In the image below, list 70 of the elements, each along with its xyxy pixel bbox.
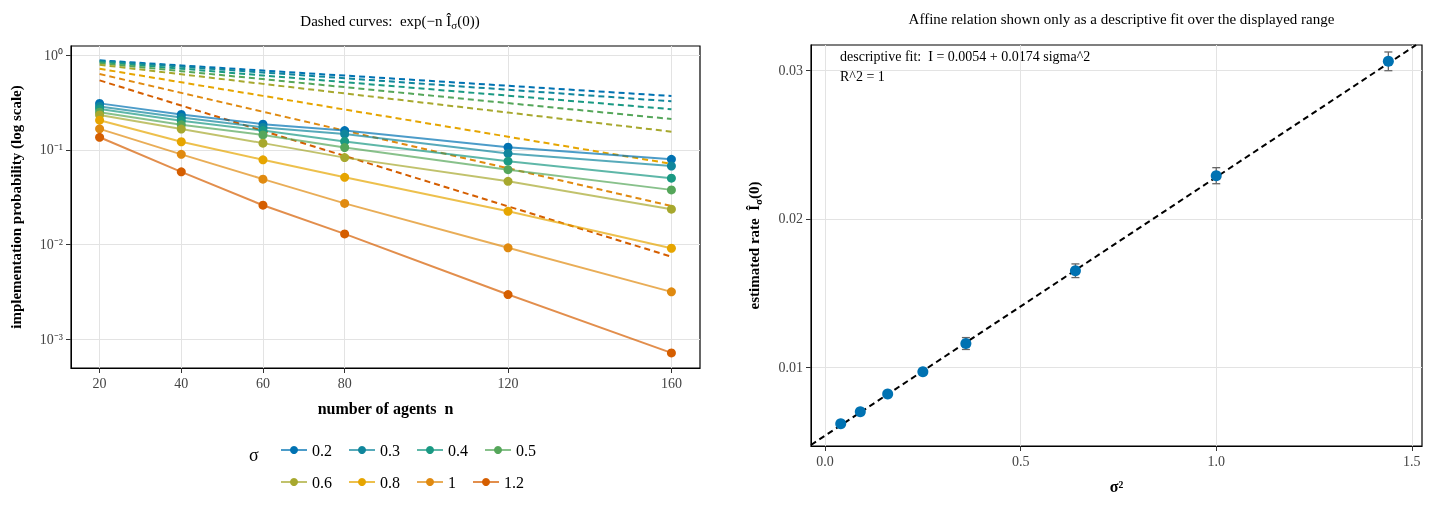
legend-label: 1.2 — [504, 473, 524, 491]
point — [340, 153, 350, 163]
point — [340, 198, 350, 208]
x-tick-label: 20 — [92, 375, 107, 391]
point — [666, 173, 676, 183]
point — [258, 130, 268, 140]
point — [503, 148, 513, 158]
point — [258, 138, 268, 148]
annotation: descriptive fit: I = 0.0054 + 0.0174 sigma^2 — [840, 48, 1091, 64]
legend-label: 0.2 — [312, 441, 332, 459]
point — [258, 155, 268, 165]
legend-label: 0.4 — [448, 441, 468, 459]
point — [1382, 55, 1394, 67]
y-tick-label: 0.01 — [778, 359, 803, 375]
line-series — [98, 63, 673, 133]
point — [503, 156, 513, 166]
legend-title: σ — [249, 445, 259, 465]
chart-title: Affine relation shown only as a descriptive fit over the displayed range — [908, 10, 1335, 27]
x-tick-label: 0.0 — [816, 453, 834, 469]
point — [882, 388, 894, 400]
y-axis-title: implementation probability (log scale) — [7, 85, 25, 329]
legend-label: 0.8 — [380, 473, 400, 491]
point — [176, 124, 186, 134]
point — [340, 143, 350, 153]
line-series — [98, 60, 673, 111]
point — [95, 132, 105, 142]
annotation: R^2 = 1 — [840, 68, 885, 84]
legend-label: 0.3 — [380, 441, 400, 459]
point — [503, 165, 513, 175]
point — [666, 185, 676, 195]
x-axis-title: σ² — [1109, 477, 1124, 495]
x-tick-label: 60 — [255, 375, 270, 391]
y-tick-label: 0.03 — [778, 62, 803, 78]
point — [340, 229, 350, 239]
x-axis-title: number of agents n — [317, 399, 454, 418]
point — [95, 115, 105, 125]
point — [95, 124, 105, 134]
legend-label: 1 — [448, 473, 456, 491]
point — [666, 243, 676, 253]
x-tick-label: 40 — [174, 375, 189, 391]
line-series — [98, 62, 673, 121]
y-tick-label: 10⁻² — [39, 237, 63, 253]
point — [176, 137, 186, 147]
y-tick-label: 10⁻¹ — [39, 142, 63, 158]
y-tick-label: 10⁻³ — [39, 331, 63, 347]
x-tick-label: 1.5 — [1403, 453, 1421, 469]
point — [666, 161, 676, 171]
x-tick-label: 160 — [660, 375, 682, 391]
point — [176, 167, 186, 177]
point — [835, 418, 847, 430]
point — [503, 176, 513, 186]
x-tick-label: 1.0 — [1207, 453, 1225, 469]
point — [917, 366, 929, 378]
legend-label: 0.6 — [312, 473, 332, 491]
point — [258, 174, 268, 184]
x-tick-label: 0.5 — [1011, 453, 1030, 469]
x-tick-label: 80 — [337, 375, 352, 391]
point — [176, 149, 186, 159]
x-tick-label: 120 — [497, 375, 519, 391]
point — [503, 290, 513, 300]
point — [503, 243, 513, 253]
point — [666, 287, 676, 297]
y-tick-label: 0.02 — [778, 211, 803, 227]
point — [854, 406, 866, 418]
point — [666, 348, 676, 358]
point — [666, 204, 676, 214]
point — [503, 206, 513, 216]
y-tick-label: 10⁰ — [44, 47, 63, 63]
point — [340, 172, 350, 182]
point — [258, 200, 268, 210]
